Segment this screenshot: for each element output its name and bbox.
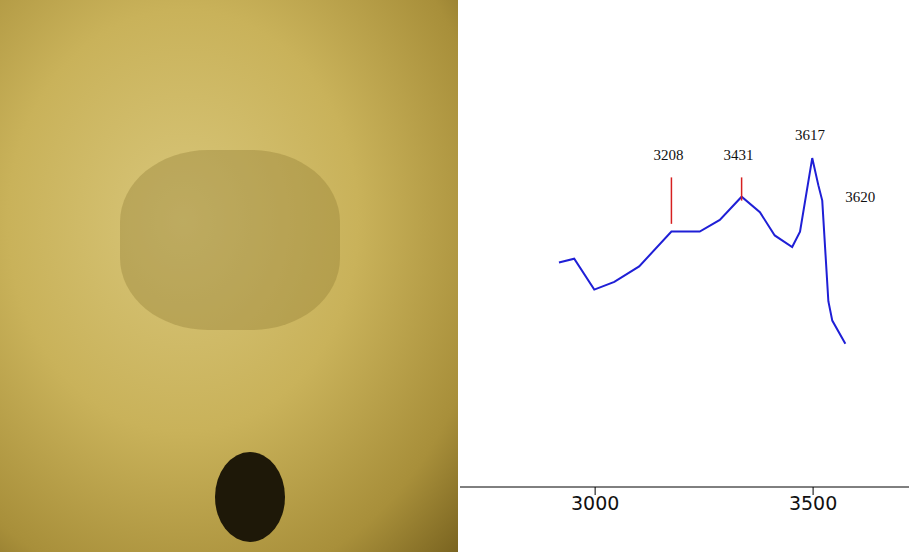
svg-text:3208: 3208 — [653, 147, 683, 163]
svg-text:3000: 3000 — [571, 492, 619, 514]
svg-text:3431: 3431 — [724, 147, 754, 163]
svg-text:3617: 3617 — [795, 127, 826, 143]
svg-text:3500: 3500 — [789, 492, 837, 514]
svg-text:3620: 3620 — [845, 189, 875, 205]
